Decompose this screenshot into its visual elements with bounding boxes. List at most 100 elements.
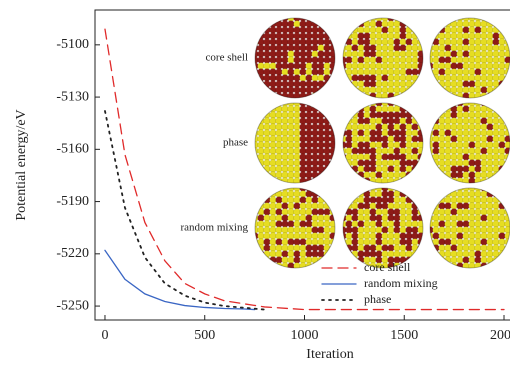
atom: [369, 220, 377, 228]
atom: [263, 38, 271, 46]
atom: [317, 244, 325, 252]
atom: [405, 147, 413, 155]
atom: [329, 232, 335, 240]
atom: [486, 32, 494, 40]
atom: [387, 92, 395, 98]
atom: [351, 135, 359, 143]
atom: [369, 111, 377, 119]
atom: [345, 165, 353, 173]
atom: [281, 44, 289, 52]
atom: [411, 56, 419, 64]
atom: [269, 38, 277, 46]
atom: [275, 220, 283, 228]
atom: [343, 26, 347, 34]
atom: [369, 153, 377, 161]
atom: [456, 111, 464, 119]
atom: [345, 256, 353, 264]
atom: [438, 208, 446, 216]
atom: [363, 214, 371, 222]
atom: [399, 238, 407, 246]
atom: [269, 56, 277, 64]
atom: [504, 165, 510, 173]
atom: [343, 103, 347, 107]
atom: [432, 226, 440, 234]
atom: [393, 196, 401, 204]
atom: [275, 165, 283, 173]
atom: [480, 62, 488, 70]
atom: [399, 68, 407, 76]
atom: [492, 188, 500, 192]
atom: [474, 159, 482, 167]
atom: [474, 153, 482, 161]
atom: [329, 177, 335, 183]
atom: [480, 141, 488, 149]
atom: [323, 38, 331, 46]
atom: [486, 226, 494, 234]
atom: [351, 232, 359, 240]
atom: [417, 177, 423, 183]
atom: [405, 38, 413, 46]
atom: [474, 256, 482, 264]
atom: [323, 135, 331, 143]
particle: [343, 188, 423, 268]
atom: [411, 232, 419, 240]
atom: [474, 208, 482, 216]
atom: [411, 68, 419, 76]
atom: [363, 171, 371, 179]
atom: [287, 250, 295, 258]
atom: [381, 141, 389, 149]
atom: [369, 74, 377, 82]
atom: [492, 103, 500, 107]
atom: [263, 147, 271, 155]
atom: [444, 135, 452, 143]
atom: [351, 153, 359, 161]
atom: [305, 135, 313, 143]
atom: [411, 26, 419, 34]
atom: [498, 153, 506, 161]
atom: [450, 38, 458, 46]
atom: [287, 80, 295, 88]
atom: [317, 92, 325, 98]
atom: [468, 220, 476, 228]
atom: [438, 129, 446, 137]
atom: [329, 250, 335, 258]
atom: [363, 159, 371, 167]
atom: [311, 74, 319, 82]
atom: [480, 202, 488, 210]
atom: [343, 256, 347, 264]
atom: [430, 26, 434, 34]
atom: [343, 171, 347, 179]
atom: [305, 220, 313, 228]
atom: [474, 165, 482, 173]
atom: [498, 105, 506, 113]
atom: [462, 196, 470, 204]
atom: [329, 196, 335, 204]
atom: [343, 117, 347, 125]
atom: [255, 190, 259, 198]
atom: [438, 147, 446, 155]
atom: [480, 244, 488, 252]
atom: [432, 220, 440, 228]
atom: [480, 117, 488, 125]
atom: [311, 111, 319, 119]
atom: [343, 111, 347, 119]
atom: [480, 68, 488, 76]
atom: [281, 250, 289, 258]
atom: [399, 123, 407, 131]
atom: [305, 129, 313, 137]
atom: [293, 117, 301, 125]
atom: [299, 171, 307, 179]
atom: [444, 208, 452, 216]
atom: [363, 129, 371, 137]
atom: [468, 147, 476, 155]
atom: [474, 50, 482, 58]
atom: [498, 188, 506, 192]
atom: [293, 238, 301, 246]
atom: [363, 147, 371, 155]
atom: [357, 38, 365, 46]
atom: [357, 165, 365, 173]
atom: [275, 250, 283, 258]
atom: [399, 38, 407, 46]
atom: [492, 141, 500, 149]
atom: [399, 32, 407, 40]
